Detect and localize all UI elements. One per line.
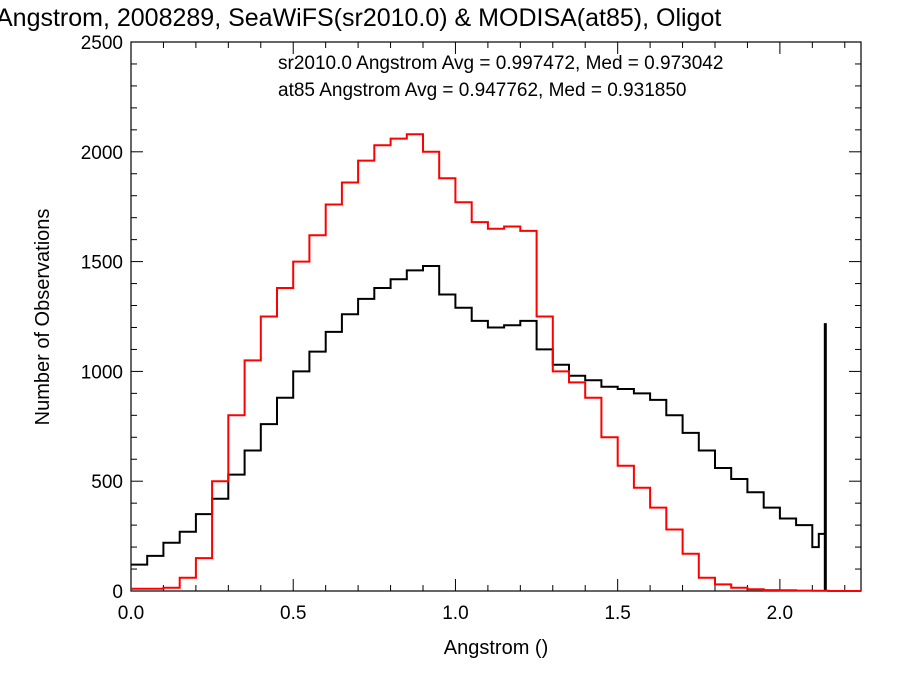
y-tick-label: 2500 bbox=[81, 33, 123, 54]
annotation-sr2010: sr2010.0 Angstrom Avg = 0.997472, Med = … bbox=[278, 53, 723, 74]
y-axis-label: Number of Observations bbox=[32, 209, 54, 426]
series-0-line bbox=[131, 265, 827, 566]
plot-area: 0.0 0.5 1.0 1.5 2.0 0 500 1000 1500 2000 2500 bbox=[81, 33, 862, 624]
plot-frame bbox=[130, 41, 862, 592]
x-tick-label: 0.5 bbox=[280, 603, 306, 624]
x-tick-label: 1.0 bbox=[442, 603, 468, 624]
y-tick-label: 500 bbox=[91, 472, 123, 493]
x-axis-label: Angstrom () bbox=[444, 637, 548, 659]
series-1-line bbox=[131, 133, 861, 592]
x-tick-label: 0.0 bbox=[118, 603, 144, 624]
y-tick-label: 1500 bbox=[81, 253, 123, 274]
x-tick-label: 1.5 bbox=[604, 603, 630, 624]
chart-title: Angstrom, 2008289, SeaWiFS(sr2010.0) & M… bbox=[0, 4, 721, 32]
y-tick-label: 0 bbox=[112, 582, 123, 603]
x-tick-label: 2.0 bbox=[767, 603, 793, 624]
y-tick-label: 1000 bbox=[81, 362, 123, 383]
annotation-at85: at85 Angstrom Avg = 0.947762, Med = 0.93… bbox=[278, 80, 686, 101]
y-tick-label: 2000 bbox=[81, 143, 123, 164]
